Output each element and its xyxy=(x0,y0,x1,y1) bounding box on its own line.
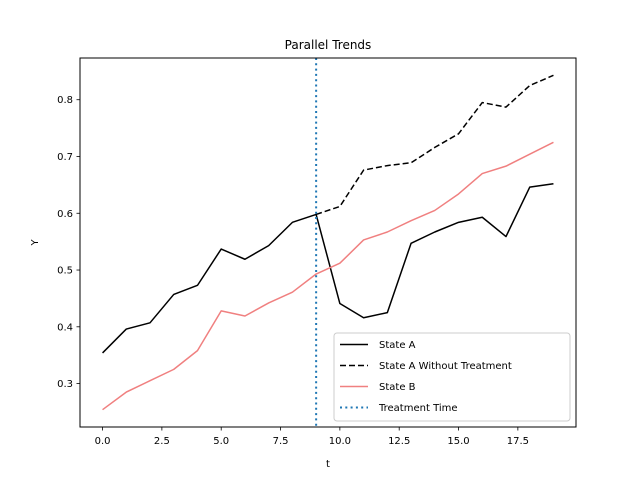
series-line-2 xyxy=(315,74,554,216)
y-tick-label: 0.6 xyxy=(57,209,73,220)
legend: State A State A Without Treatment State B T… xyxy=(333,332,571,422)
y-tick-label: 0.5 xyxy=(57,266,73,277)
x-tick-label: 12.5 xyxy=(388,436,410,447)
series-line-3 xyxy=(102,141,554,411)
plot-frame xyxy=(79,57,577,428)
legend-label: Treatment Time xyxy=(378,403,458,414)
x-axis: 0.0 2.5 5.0 7.5 10.0 12.5 15.0 17.5 xyxy=(95,427,529,447)
legend-label: State B xyxy=(379,382,416,393)
x-tick-label: 5.0 xyxy=(213,436,229,447)
x-tick-label: 2.5 xyxy=(154,436,170,447)
y-tick-label: 0.3 xyxy=(57,379,73,390)
x-tick-label: 0.0 xyxy=(95,436,111,447)
y-axis-label: Y xyxy=(30,239,41,247)
plot-area xyxy=(102,58,554,427)
y-tick-label: 0.7 xyxy=(57,152,73,163)
y-tick-label: 0.4 xyxy=(57,322,73,333)
legend-label: State A Without Treatment xyxy=(379,361,512,372)
legend-box xyxy=(333,332,571,422)
y-axis: 0.3 0.4 0.5 0.6 0.7 0.8 xyxy=(57,95,80,390)
x-axis-label: t xyxy=(326,459,330,470)
x-tick-label: 15.0 xyxy=(447,436,469,447)
chart-title: Parallel Trends xyxy=(285,38,372,52)
legend-label: State A xyxy=(379,340,416,351)
y-tick-label: 0.8 xyxy=(57,95,73,106)
series-line-1 xyxy=(102,182,554,354)
x-tick-label: 17.5 xyxy=(507,436,529,447)
x-tick-label: 7.5 xyxy=(273,436,289,447)
x-tick-label: 10.0 xyxy=(329,436,351,447)
